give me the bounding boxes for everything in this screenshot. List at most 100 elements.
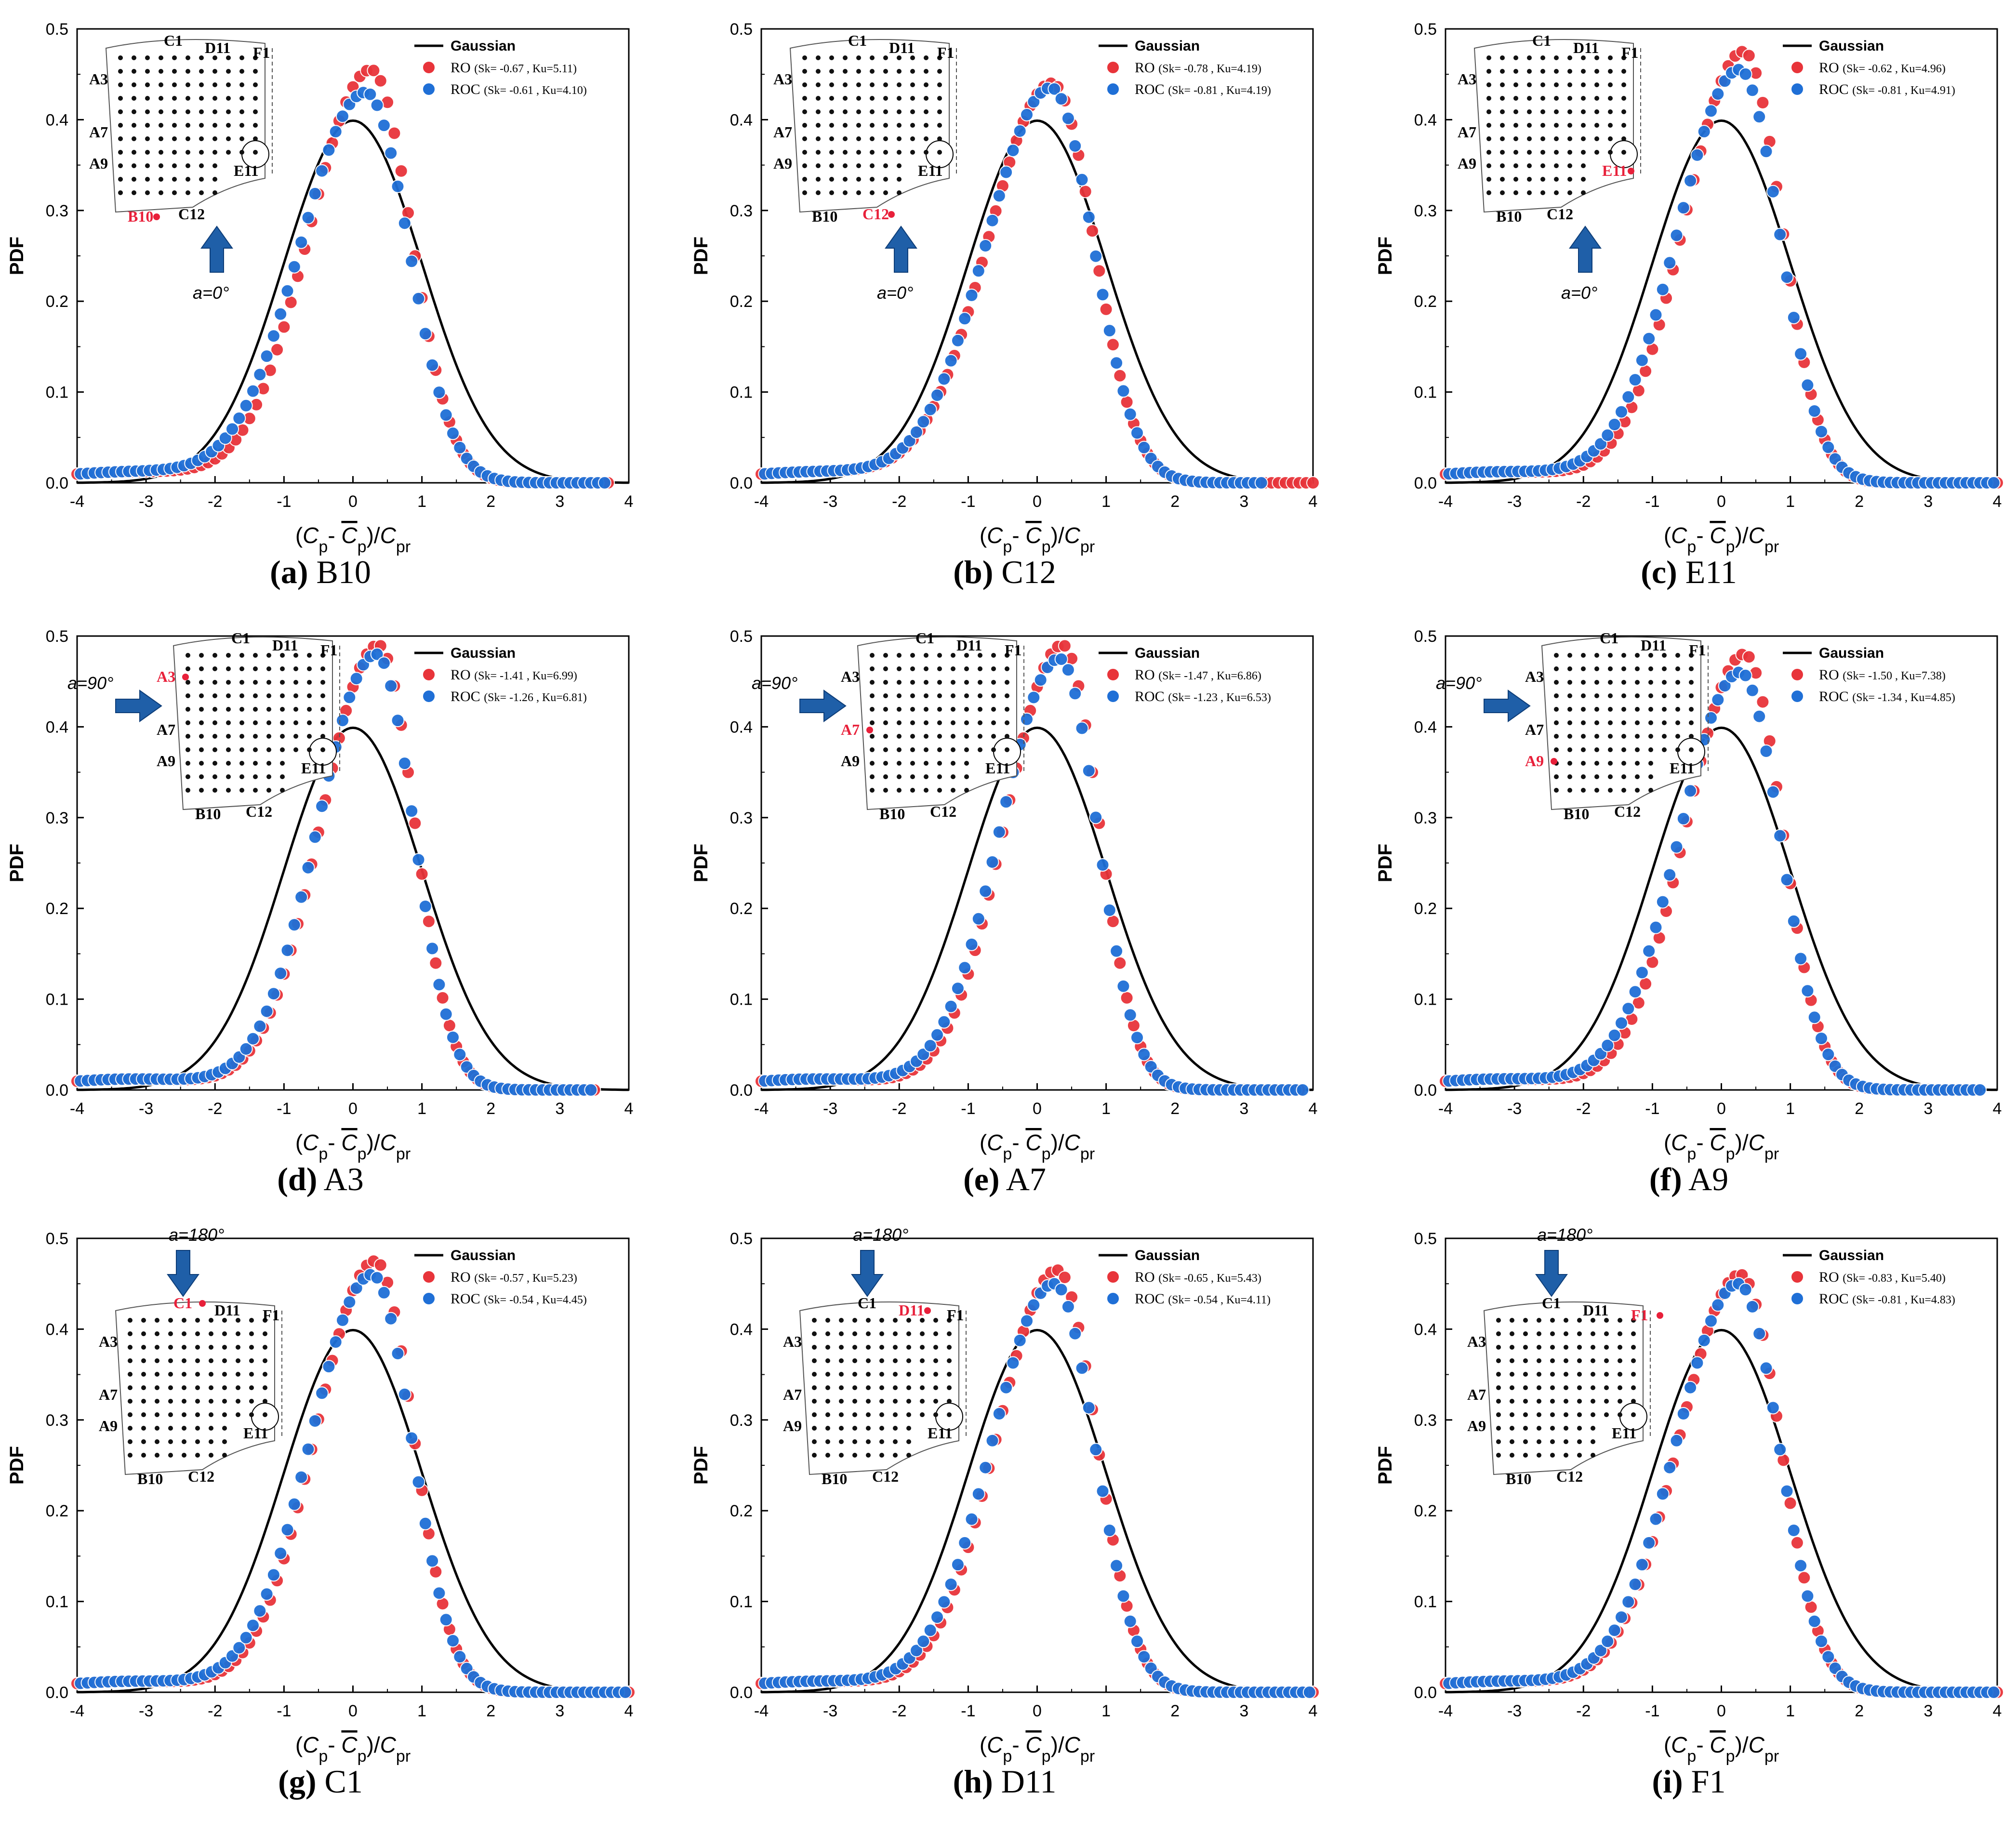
tap-point bbox=[870, 666, 875, 671]
x-tick-label: 1 bbox=[1786, 1702, 1795, 1720]
tap-point bbox=[1608, 788, 1613, 793]
x-tick-label: -4 bbox=[70, 1100, 84, 1118]
data-point-roc bbox=[1621, 1002, 1635, 1016]
data-point-roc bbox=[1697, 125, 1711, 139]
tap-point bbox=[1581, 774, 1586, 779]
data-point-roc bbox=[1738, 67, 1752, 81]
tap-point bbox=[1591, 1439, 1595, 1444]
tap-point bbox=[159, 163, 163, 168]
data-point-roc bbox=[1615, 1016, 1628, 1030]
legend-ro-swatch bbox=[422, 61, 436, 74]
x-axis-label-part: p bbox=[358, 538, 367, 556]
tap-point bbox=[253, 96, 258, 101]
inset-label-b10: B10 bbox=[812, 208, 837, 225]
tap-point bbox=[1581, 720, 1586, 725]
tap-point bbox=[1689, 734, 1694, 739]
tap-point bbox=[145, 177, 150, 182]
tap-point bbox=[1554, 190, 1559, 195]
tap-point bbox=[893, 1453, 898, 1458]
tap-point bbox=[1540, 123, 1545, 128]
y-tick-label: 0.2 bbox=[1414, 1502, 1437, 1520]
data-point-ro bbox=[1783, 1496, 1797, 1510]
x-axis-label-part: p bbox=[1687, 538, 1696, 556]
tap-point bbox=[1510, 1399, 1514, 1404]
inset-label-a9: A9 bbox=[1525, 752, 1544, 770]
tap-point bbox=[195, 1399, 200, 1404]
tap-point bbox=[856, 96, 861, 101]
data-point-roc bbox=[1013, 124, 1027, 138]
tap-point bbox=[1591, 1345, 1595, 1350]
data-point-roc bbox=[1815, 1634, 1828, 1648]
data-point-roc bbox=[308, 186, 322, 200]
inset-label-b10: B10 bbox=[879, 805, 905, 823]
data-point-roc bbox=[1787, 914, 1801, 928]
tap-point bbox=[978, 680, 982, 685]
legend-roc-label: ROC (Sk= -0.54 , Ku=4.45) bbox=[451, 1291, 587, 1307]
tap-point bbox=[843, 190, 848, 195]
data-point-ro bbox=[1078, 185, 1092, 199]
x-axis-label: (Cp- Cp)/Cpr bbox=[295, 523, 411, 556]
inset-label-a7: A7 bbox=[841, 721, 860, 738]
tap-point bbox=[266, 680, 271, 685]
tap-point bbox=[199, 720, 204, 725]
panel-letter: (h) bbox=[953, 1763, 993, 1800]
x-axis-label-part: C bbox=[1064, 523, 1081, 548]
tap-point bbox=[1635, 734, 1640, 739]
series-roc bbox=[74, 647, 598, 1097]
tap-point bbox=[293, 747, 298, 752]
x-axis-label-part: C bbox=[987, 523, 1003, 548]
tap-point bbox=[155, 1439, 159, 1444]
tap-point bbox=[920, 1331, 925, 1336]
tap-point bbox=[866, 1385, 871, 1390]
x-axis-label-part: C bbox=[303, 1732, 319, 1757]
highlighted-tap bbox=[866, 727, 873, 733]
x-axis-label-part: pr bbox=[1764, 1145, 1779, 1163]
tap-point bbox=[964, 747, 969, 752]
tap-point bbox=[172, 96, 177, 101]
tap-point bbox=[906, 1385, 911, 1390]
tap-point bbox=[802, 163, 807, 168]
tap-point bbox=[978, 734, 982, 739]
x-axis-label-part: pr bbox=[396, 1145, 411, 1163]
x-axis-label-part: )/ bbox=[367, 1130, 380, 1155]
data-point-roc bbox=[1676, 1407, 1690, 1420]
tap-point bbox=[1594, 653, 1599, 658]
data-point-roc bbox=[280, 1523, 294, 1537]
data-point-roc bbox=[1621, 390, 1635, 404]
tap-point bbox=[937, 69, 942, 74]
chart-panel-i: 0.0 0.1 0.2 0.3 0.4 0.5 -4 -3 -2 -1 0 1 2 3 4 PDF (Cp- C… bbox=[1368, 1209, 2009, 1817]
x-axis-label-part: )/ bbox=[1735, 1732, 1749, 1757]
tap-point bbox=[199, 666, 204, 671]
y-tick-label: 0.1 bbox=[730, 1593, 753, 1611]
data-point-roc bbox=[308, 830, 322, 844]
tap-point bbox=[1635, 666, 1640, 671]
tap-point bbox=[199, 177, 204, 182]
tap-point bbox=[1527, 136, 1532, 141]
tap-point bbox=[1527, 163, 1532, 168]
data-point-ro bbox=[387, 126, 401, 140]
tap-point bbox=[263, 1385, 267, 1390]
inset-label-b10: B10 bbox=[195, 805, 221, 823]
tap-point bbox=[897, 69, 902, 74]
tap-point bbox=[1675, 734, 1680, 739]
tap-point bbox=[186, 720, 190, 725]
tap-point bbox=[1621, 653, 1626, 658]
x-axis-label-part: pr bbox=[1764, 1747, 1779, 1766]
tap-point bbox=[226, 774, 231, 779]
tap-point bbox=[1689, 693, 1694, 698]
tap-point bbox=[883, 109, 888, 114]
x-axis-label-part: ( bbox=[1664, 1732, 1671, 1757]
chart-panel-h: 0.0 0.1 0.2 0.3 0.4 0.5 -4 -3 -2 -1 0 1 2 3 4 PDF (Cp- C… bbox=[684, 1209, 1325, 1817]
tap-point bbox=[802, 96, 807, 101]
tap-point bbox=[951, 707, 955, 712]
legend-ro-label: RO (Sk= -1.50 , Ku=7.38) bbox=[1819, 667, 1946, 683]
panel-caption: (i) F1 bbox=[1368, 1763, 2009, 1801]
tap-point bbox=[263, 1399, 267, 1404]
tap-point bbox=[1577, 1318, 1582, 1323]
tap-point bbox=[1486, 96, 1491, 101]
legend-ro-label: RO (Sk= -0.78 , Ku=4.19) bbox=[1135, 60, 1261, 76]
tap-point bbox=[239, 707, 244, 712]
tap-point bbox=[1635, 761, 1640, 766]
tap-point bbox=[1608, 747, 1613, 752]
